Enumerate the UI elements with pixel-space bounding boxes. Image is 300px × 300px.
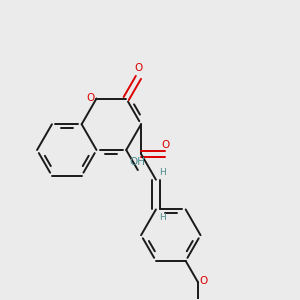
- Text: O: O: [134, 63, 142, 73]
- Text: O: O: [87, 93, 95, 103]
- Text: H: H: [160, 168, 166, 177]
- Text: O: O: [161, 140, 169, 150]
- Text: H: H: [160, 213, 166, 222]
- Text: O: O: [199, 276, 208, 286]
- Text: OH: OH: [129, 157, 145, 167]
